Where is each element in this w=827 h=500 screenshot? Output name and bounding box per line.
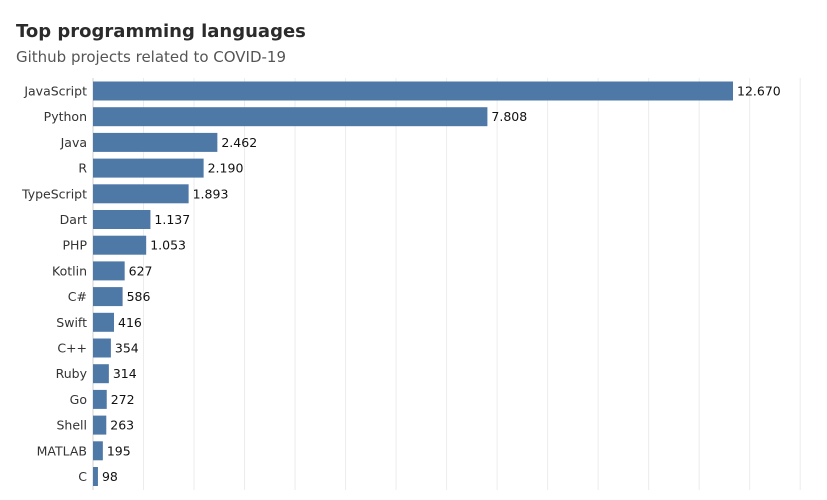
value-label: 416	[118, 315, 142, 330]
value-label: 314	[113, 366, 137, 381]
value-label: 2.462	[221, 135, 257, 150]
value-label: 12.670	[737, 84, 781, 99]
category-label: MATLAB	[37, 443, 87, 458]
category-label: PHP	[63, 238, 88, 253]
value-label: 1.137	[154, 212, 190, 227]
category-label: Python	[44, 109, 87, 124]
bar[interactable]	[93, 235, 147, 255]
category-label: C	[78, 469, 87, 484]
category-label: Dart	[60, 212, 87, 227]
bar[interactable]	[93, 132, 218, 152]
value-label: 272	[111, 392, 135, 407]
bar[interactable]	[93, 210, 151, 229]
category-label: JavaScript	[23, 84, 87, 99]
category-label: C++	[57, 341, 87, 356]
chart-title: Top programming languages	[16, 21, 306, 42]
bar[interactable]	[93, 389, 107, 409]
bar[interactable]	[93, 261, 125, 281]
category-label: Kotlin	[52, 263, 87, 278]
value-label: 1.893	[193, 186, 229, 201]
category-label: R	[78, 161, 87, 176]
category-label: Swift	[56, 315, 87, 330]
bar[interactable]	[93, 81, 733, 101]
value-label: 263	[110, 418, 134, 433]
category-label: Java	[60, 135, 87, 150]
bar[interactable]	[93, 312, 115, 332]
value-label: 7.808	[491, 109, 527, 124]
category-label: C#	[68, 289, 87, 304]
bar[interactable]	[93, 415, 107, 435]
category-label: Shell	[57, 418, 88, 433]
bar[interactable]	[93, 364, 109, 384]
value-label: 2.190	[208, 161, 244, 176]
bar[interactable]	[93, 441, 103, 461]
value-label: 586	[127, 289, 151, 304]
bar[interactable]	[93, 338, 111, 358]
bar[interactable]	[93, 107, 488, 127]
value-label: 354	[115, 341, 139, 356]
value-label: 195	[107, 443, 131, 458]
bar[interactable]	[93, 184, 189, 204]
category-label: Go	[70, 392, 87, 407]
bar[interactable]	[93, 287, 123, 307]
value-label: 1.053	[150, 238, 186, 253]
chart-subtitle: Github projects related to COVID-19	[16, 48, 287, 66]
bar[interactable]	[93, 158, 204, 178]
bars: JavaScript 12.670 Python 7.808 Java 2.462 R 2.1…	[21, 81, 781, 486]
bar[interactable]	[93, 467, 98, 486]
category-label: TypeScript	[21, 186, 87, 201]
value-label: 98	[102, 469, 118, 484]
gridlines	[143, 78, 801, 490]
category-label: Ruby	[56, 366, 88, 381]
value-label: 627	[129, 263, 153, 278]
